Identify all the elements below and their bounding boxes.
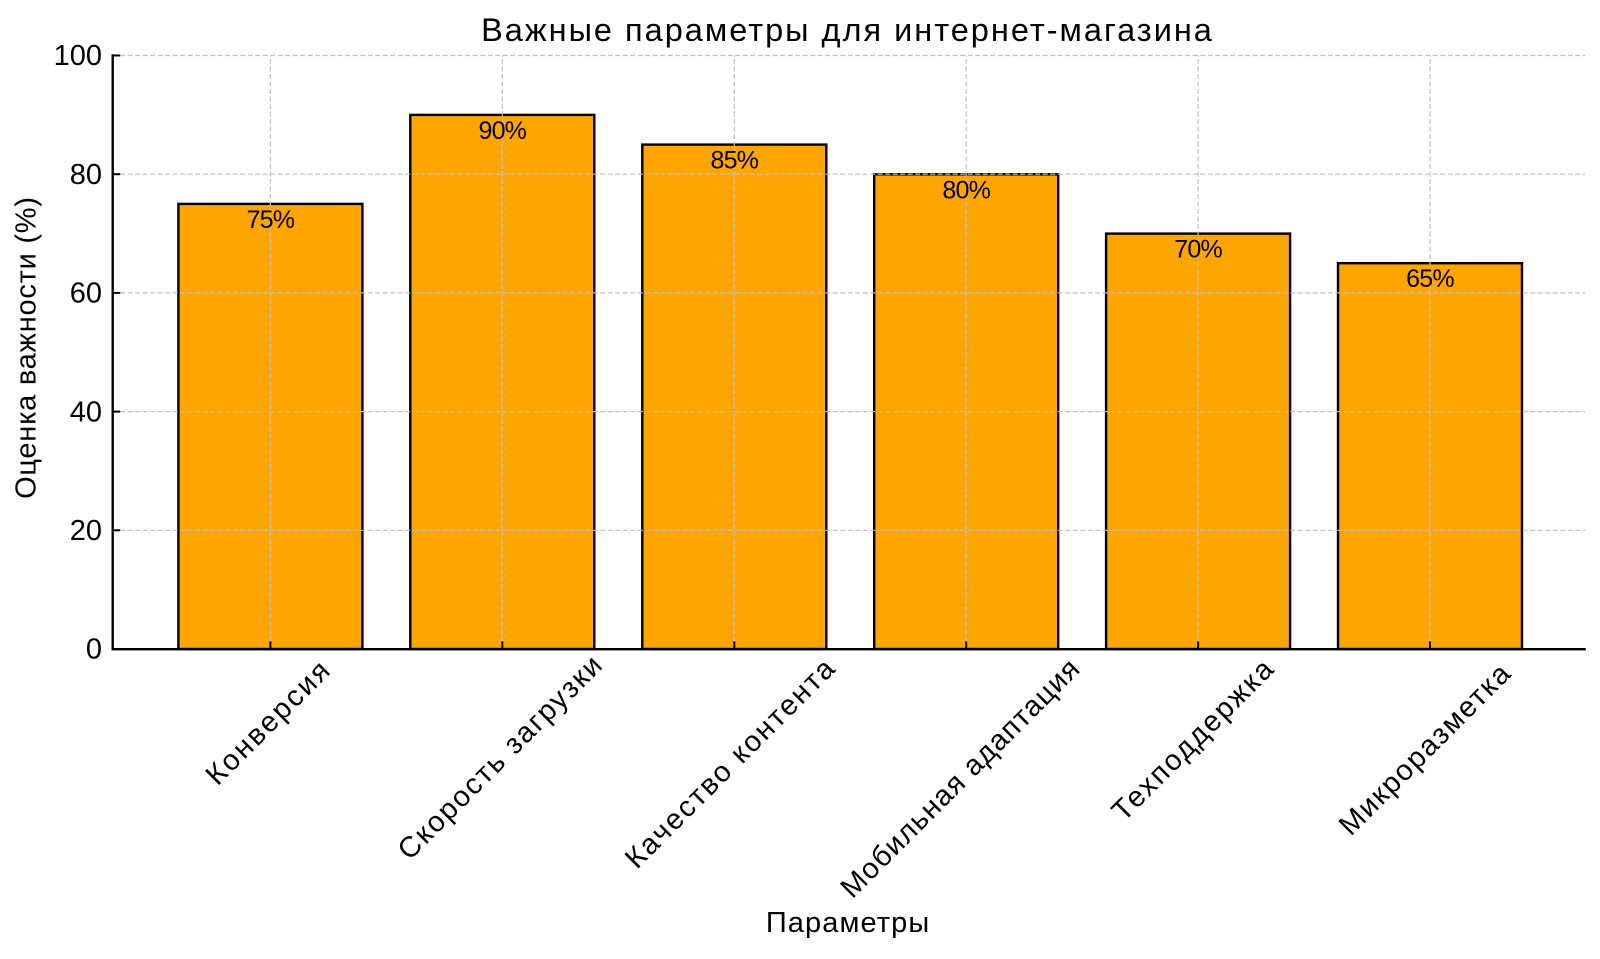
svg-text:80%: 80% xyxy=(942,176,990,204)
svg-text:20: 20 xyxy=(70,515,102,547)
svg-text:60: 60 xyxy=(70,278,102,310)
svg-text:65%: 65% xyxy=(1406,265,1454,293)
svg-text:100: 100 xyxy=(54,40,102,72)
svg-text:75%: 75% xyxy=(247,206,295,234)
svg-text:80: 80 xyxy=(70,159,102,191)
svg-text:40: 40 xyxy=(70,396,102,428)
svg-text:85%: 85% xyxy=(710,147,758,175)
svg-text:90%: 90% xyxy=(478,117,526,145)
svg-text:0: 0 xyxy=(86,634,102,666)
svg-text:Оценка важности (%): Оценка важности (%) xyxy=(11,196,43,499)
svg-text:Важные параметры для интернет-: Важные параметры для интернет-магазина xyxy=(481,12,1214,48)
svg-text:Параметры: Параметры xyxy=(766,907,931,939)
svg-text:70%: 70% xyxy=(1174,236,1222,264)
